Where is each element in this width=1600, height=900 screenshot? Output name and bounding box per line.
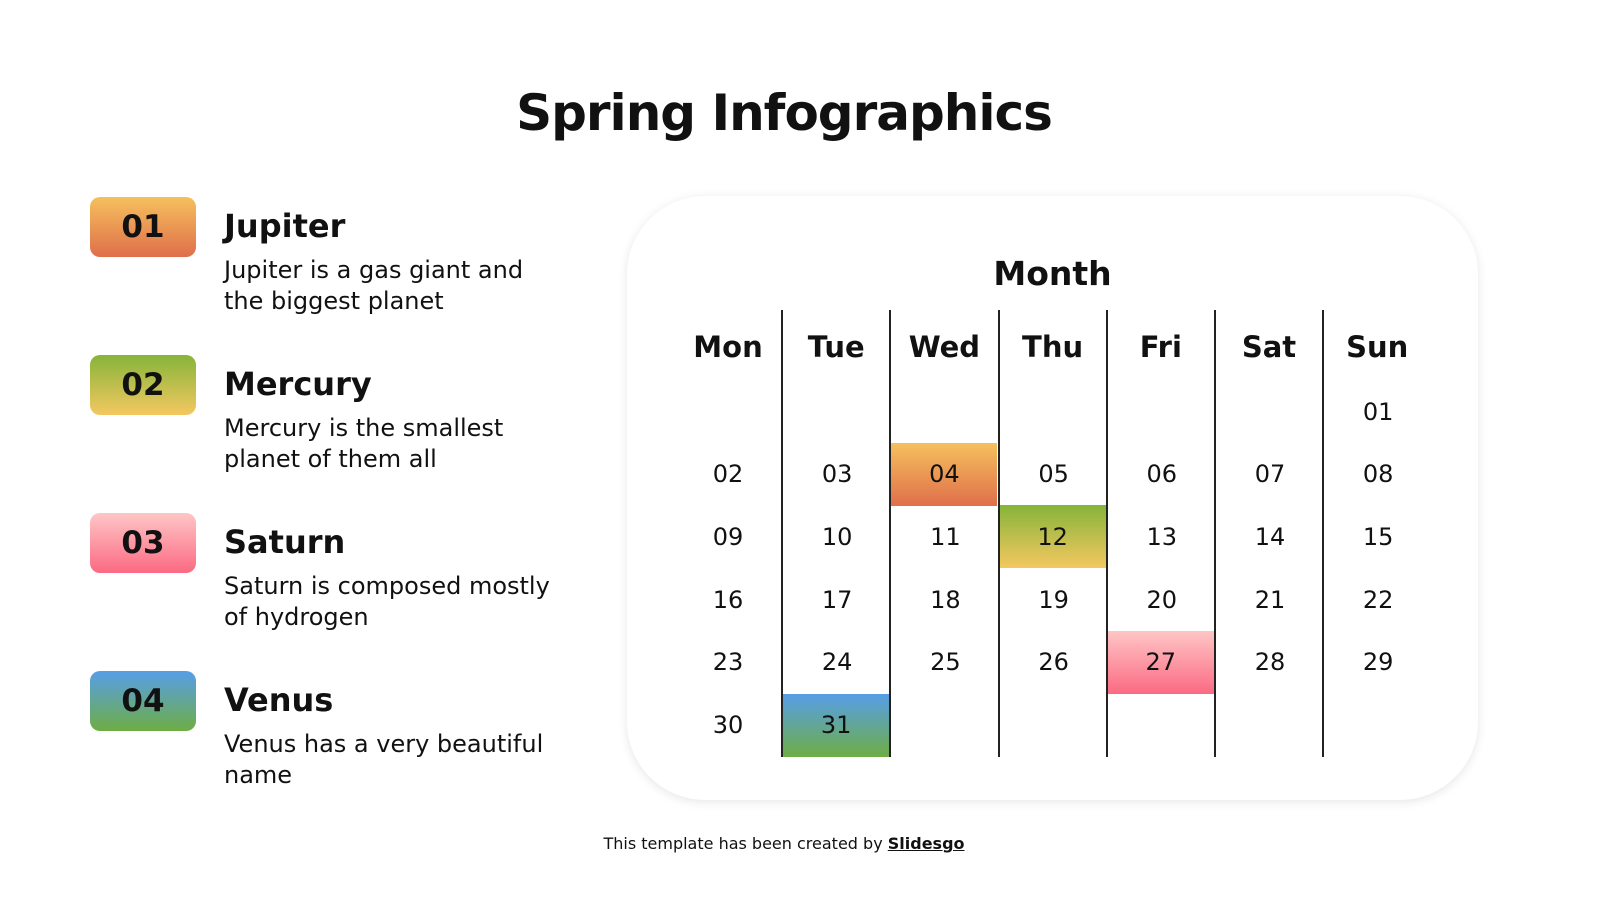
calendar-date: 23 bbox=[712, 648, 744, 677]
day-header: Wed bbox=[908, 329, 981, 364]
calendar-date: 02 bbox=[712, 460, 744, 489]
number-badge: 01 bbox=[90, 197, 196, 257]
item-title: Mercury bbox=[224, 365, 372, 403]
day-header: Sat bbox=[1241, 329, 1297, 364]
number-badge: 02 bbox=[90, 355, 196, 415]
footer-text: This template has been created by bbox=[603, 834, 888, 853]
calendar-title: Month bbox=[993, 254, 1112, 293]
calendar-date: 25 bbox=[930, 648, 961, 677]
calendar-date: 01 bbox=[1362, 397, 1394, 426]
column-divider bbox=[781, 310, 784, 757]
item-title: Jupiter bbox=[224, 207, 346, 245]
highlighted-date: 27 bbox=[1107, 630, 1214, 694]
calendar-date: 24 bbox=[821, 648, 853, 677]
day-header: Fri bbox=[1139, 329, 1182, 364]
calendar-date: 10 bbox=[821, 522, 853, 551]
day-header: Thu bbox=[1022, 329, 1084, 364]
calendar-date: 28 bbox=[1254, 648, 1286, 677]
calendar-date: 26 bbox=[1038, 648, 1069, 677]
footer: This template has been created by Slides… bbox=[0, 834, 1568, 853]
day-header: Sun bbox=[1346, 329, 1409, 364]
calendar-date: 17 bbox=[821, 585, 853, 614]
calendar-date: 07 bbox=[1254, 460, 1286, 489]
item-title: Venus bbox=[224, 681, 334, 719]
calendar-date: 06 bbox=[1146, 460, 1178, 489]
calendar-date: 21 bbox=[1254, 585, 1286, 614]
day-header: Mon bbox=[693, 329, 763, 364]
calendar-date: 14 bbox=[1254, 522, 1286, 551]
calendar-date: 11 bbox=[930, 522, 961, 551]
item-description: Jupiter is a gas giant and the biggest p… bbox=[224, 256, 524, 315]
slidesgo-link[interactable]: Slidesgo bbox=[887, 834, 965, 853]
number-badge: 03 bbox=[90, 513, 196, 573]
calendar-date: 15 bbox=[1362, 522, 1394, 551]
calendar-date: 03 bbox=[821, 460, 853, 489]
calendar-card: Month Mon Tue Wed Thu Fri Sat Sun 01 02 03 04 05 06 0… bbox=[627, 196, 1478, 800]
calendar-date: 19 bbox=[1038, 585, 1069, 614]
highlighted-date: 12 bbox=[999, 505, 1106, 569]
calendar-date: 13 bbox=[1146, 522, 1178, 551]
column-divider bbox=[1105, 310, 1108, 757]
day-header: Tue bbox=[807, 329, 865, 364]
calendar-date: 08 bbox=[1362, 460, 1394, 489]
page-title: Spring Infographics bbox=[516, 84, 1053, 142]
item-description: Saturn is composed mostly of hydrogen bbox=[224, 572, 550, 631]
column-divider bbox=[889, 310, 892, 757]
column-divider bbox=[997, 310, 1000, 757]
calendar-date: 20 bbox=[1146, 585, 1178, 614]
calendar-date: 05 bbox=[1038, 460, 1069, 489]
number-badge: 04 bbox=[90, 671, 196, 731]
calendar-date: 16 bbox=[712, 585, 744, 614]
item-title: Saturn bbox=[224, 523, 346, 561]
calendar-date: 30 bbox=[712, 711, 744, 739]
calendar-date: 09 bbox=[712, 522, 744, 551]
calendar-date: 18 bbox=[930, 585, 961, 614]
calendar-date: 29 bbox=[1362, 648, 1394, 677]
column-divider bbox=[1214, 310, 1216, 757]
calendar-date: 22 bbox=[1362, 585, 1394, 614]
highlighted-date: 31 bbox=[783, 693, 890, 757]
item-description: Venus has a very beautiful name bbox=[224, 730, 544, 789]
column-divider bbox=[1322, 310, 1325, 757]
highlighted-date: 04 bbox=[891, 442, 998, 506]
item-description: Mercury is the smallest planet of them a… bbox=[224, 414, 504, 473]
